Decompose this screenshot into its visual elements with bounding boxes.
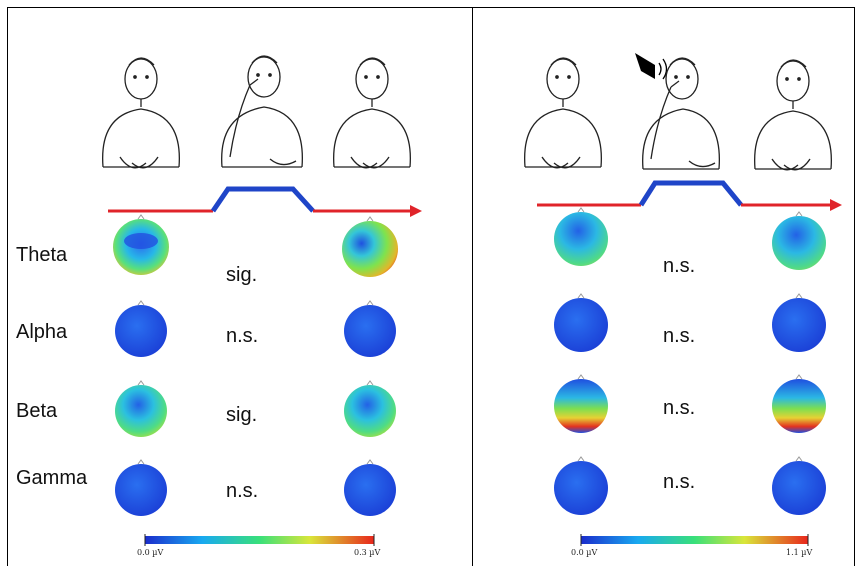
person-icon [333,57,411,169]
left-panel-graphics [102,55,422,546]
person-touching-face-icon [642,57,721,170]
panel-divider [472,7,473,566]
band-label-alpha: Alpha [16,321,68,343]
scalp-map [554,293,608,352]
scalp-map [115,380,167,437]
scalp-map [344,300,396,357]
figure-frame [7,7,855,566]
speaker-icon [635,53,668,80]
color-scale-bar [145,536,374,544]
right-panel-graphics [524,53,842,546]
significance-label: n.s. [226,325,259,347]
significance-label: n.s. [663,325,696,347]
scalp-map [113,214,169,275]
scalp-map [772,293,826,352]
band-label-gamma: Gamma [16,467,88,489]
stimulus-timeline [108,186,422,217]
scalp-map [115,459,167,516]
scalp-map [342,216,398,277]
scale-max-label: 0.3 µV [354,548,381,557]
band-label-theta: Theta [16,244,68,266]
scalp-map [554,207,608,266]
scale-min-label: 0.0 µV [571,548,598,557]
scale-min-label: 0.0 µV [137,548,164,557]
right-panel: n.s. n.s. n.s. n.s. 0.0 µV 1.1 µV [473,7,855,566]
scalp-map [772,374,826,433]
person-icon [754,59,832,171]
significance-label: sig. [226,264,258,286]
scalp-map [344,380,396,437]
scalp-map [554,374,608,433]
significance-label: n.s. [226,480,259,502]
band-label-beta: Beta [16,400,58,422]
stimulus-timeline [537,180,842,211]
scale-max-label: 1.1 µV [786,548,813,557]
left-panel: Theta Alpha Beta Gamma sig. n.s. sig. n.… [8,7,472,566]
significance-label: n.s. [663,255,696,277]
color-scale-bar [581,536,808,544]
person-icon [102,57,180,169]
scalp-map [115,300,167,357]
scalp-map [772,211,826,270]
scalp-map [554,456,608,515]
scalp-map [772,456,826,515]
significance-label: n.s. [663,471,696,493]
scalp-map [344,459,396,516]
person-icon [524,57,602,169]
significance-label: n.s. [663,397,696,419]
significance-label: sig. [226,404,258,426]
person-touching-face-icon [221,55,303,168]
